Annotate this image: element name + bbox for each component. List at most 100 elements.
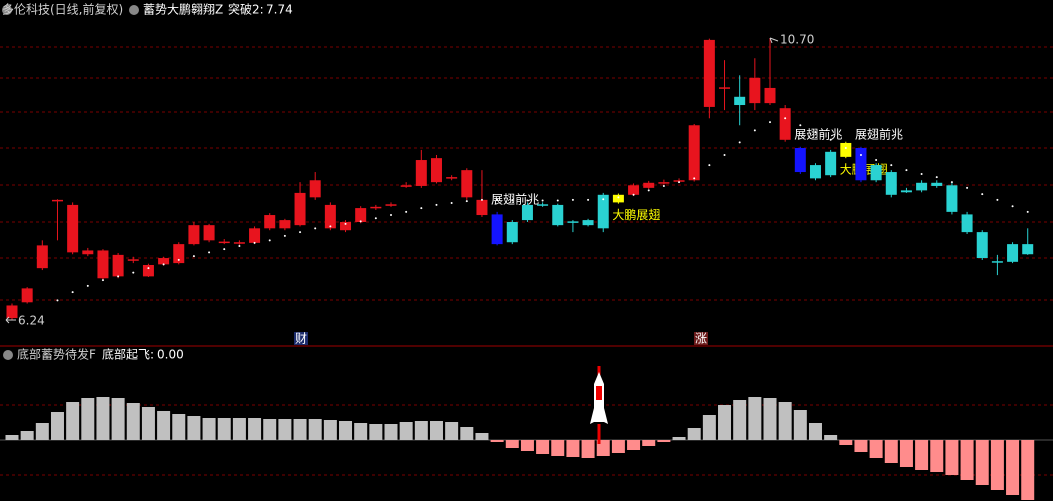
- histogram-bar: [141, 407, 155, 440]
- grid: [0, 46, 1053, 476]
- candle-body: [264, 215, 276, 229]
- dot: [117, 275, 120, 278]
- histogram-bar: [520, 440, 534, 451]
- dot: [799, 124, 802, 127]
- dot: [177, 258, 180, 261]
- candle-body: [643, 182, 655, 188]
- event-label: 财: [295, 332, 307, 346]
- dot: [162, 263, 165, 266]
- histogram-bar: [475, 433, 489, 440]
- event-badge[interactable]: [294, 332, 308, 345]
- candle-body: [127, 259, 139, 261]
- histogram-bar: [945, 440, 959, 475]
- histogram-bar: [96, 397, 110, 440]
- dot: [147, 267, 150, 270]
- dot: [859, 153, 862, 156]
- histogram-bar: [339, 421, 353, 440]
- event-badge[interactable]: [694, 332, 708, 345]
- candle-body: [415, 160, 427, 186]
- candle-body: [233, 242, 245, 244]
- histogram-bar: [232, 418, 246, 440]
- histogram-bar: [66, 402, 80, 440]
- candle-body: [21, 288, 33, 303]
- candle-body: [430, 158, 442, 183]
- dot: [344, 222, 347, 225]
- histogram-bar: [657, 440, 671, 442]
- dot: [71, 291, 74, 294]
- histogram-bar: [263, 419, 277, 440]
- candle-body: [597, 194, 609, 229]
- candle-body: [809, 165, 821, 179]
- dot: [632, 193, 635, 196]
- candle-body: [1007, 244, 1019, 262]
- histogram-bar: [20, 431, 34, 440]
- candle-body: [112, 254, 124, 277]
- candle-body: [885, 172, 897, 195]
- histogram-bar: [990, 440, 1004, 490]
- candle-body: [173, 244, 185, 264]
- collapse-icon[interactable]: [2, 5, 12, 15]
- dot: [981, 193, 984, 196]
- dot: [708, 164, 711, 167]
- dot: [390, 214, 392, 217]
- signal-label: 展翅前兆: [794, 126, 842, 141]
- candle-body: [840, 142, 852, 157]
- candle-body: [961, 214, 973, 233]
- candle-body: [446, 177, 458, 179]
- histogram-bar: [248, 418, 262, 440]
- histogram-bar: [975, 440, 989, 485]
- dot: [844, 147, 847, 150]
- dot: [405, 210, 408, 213]
- histogram-bar: [1021, 440, 1035, 500]
- histogram-bar: [384, 424, 398, 440]
- histogram-bar: [202, 418, 216, 440]
- dot: [738, 141, 741, 144]
- histogram-bar: [445, 422, 459, 440]
- dot: [769, 121, 771, 124]
- histogram-bar: [414, 421, 428, 440]
- candle-body: [324, 204, 336, 229]
- histogram-bar: [172, 414, 186, 440]
- candle-body: [764, 87, 776, 104]
- dot: [86, 284, 89, 287]
- indicator-name: 底部蓄势待发F: [17, 347, 96, 362]
- candle-body: [521, 204, 533, 221]
- signal-label: 大鹏展翅: [612, 207, 660, 222]
- candle-body: [355, 208, 367, 222]
- candle-body: [612, 194, 624, 203]
- candle-body: [218, 241, 230, 244]
- max-label: 10.70: [780, 33, 814, 47]
- candle-body: [67, 204, 79, 253]
- candle-body: [51, 199, 63, 202]
- dot: [450, 202, 453, 205]
- sub-header: 底部蓄势待发F 底部起飞: 0.00: [3, 347, 184, 362]
- dot: [420, 207, 423, 210]
- event-label: 涨: [695, 331, 707, 346]
- dot: [299, 231, 302, 234]
- candle-body: [537, 204, 549, 206]
- dot: [587, 198, 590, 201]
- candle-body: [82, 250, 94, 255]
- histogram-bar: [536, 440, 550, 454]
- dot: [1011, 205, 1014, 208]
- output-name: 突破2:: [228, 2, 264, 17]
- histogram-bar: [611, 440, 625, 453]
- histogram-bar: [581, 440, 595, 458]
- dot: [374, 217, 377, 220]
- candle-body: [825, 151, 837, 176]
- candle-body: [552, 204, 564, 226]
- dot: [556, 199, 559, 202]
- dot: [283, 234, 286, 237]
- dot: [996, 198, 999, 201]
- indicator-icon[interactable]: [129, 5, 139, 15]
- min-pointer: [5, 316, 16, 324]
- indicator-icon[interactable]: [3, 350, 13, 360]
- dot: [890, 164, 893, 167]
- histogram-bar: [111, 398, 125, 440]
- output-name: 底部起飞:: [102, 347, 154, 362]
- histogram-bar: [642, 440, 656, 446]
- histogram-bar: [1006, 440, 1020, 495]
- dot: [465, 200, 468, 203]
- dot: [101, 279, 104, 282]
- histogram-bar: [490, 440, 504, 442]
